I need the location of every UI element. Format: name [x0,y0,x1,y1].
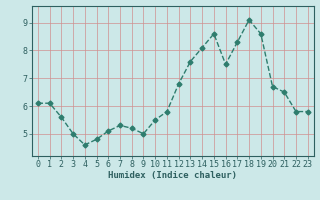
X-axis label: Humidex (Indice chaleur): Humidex (Indice chaleur) [108,171,237,180]
